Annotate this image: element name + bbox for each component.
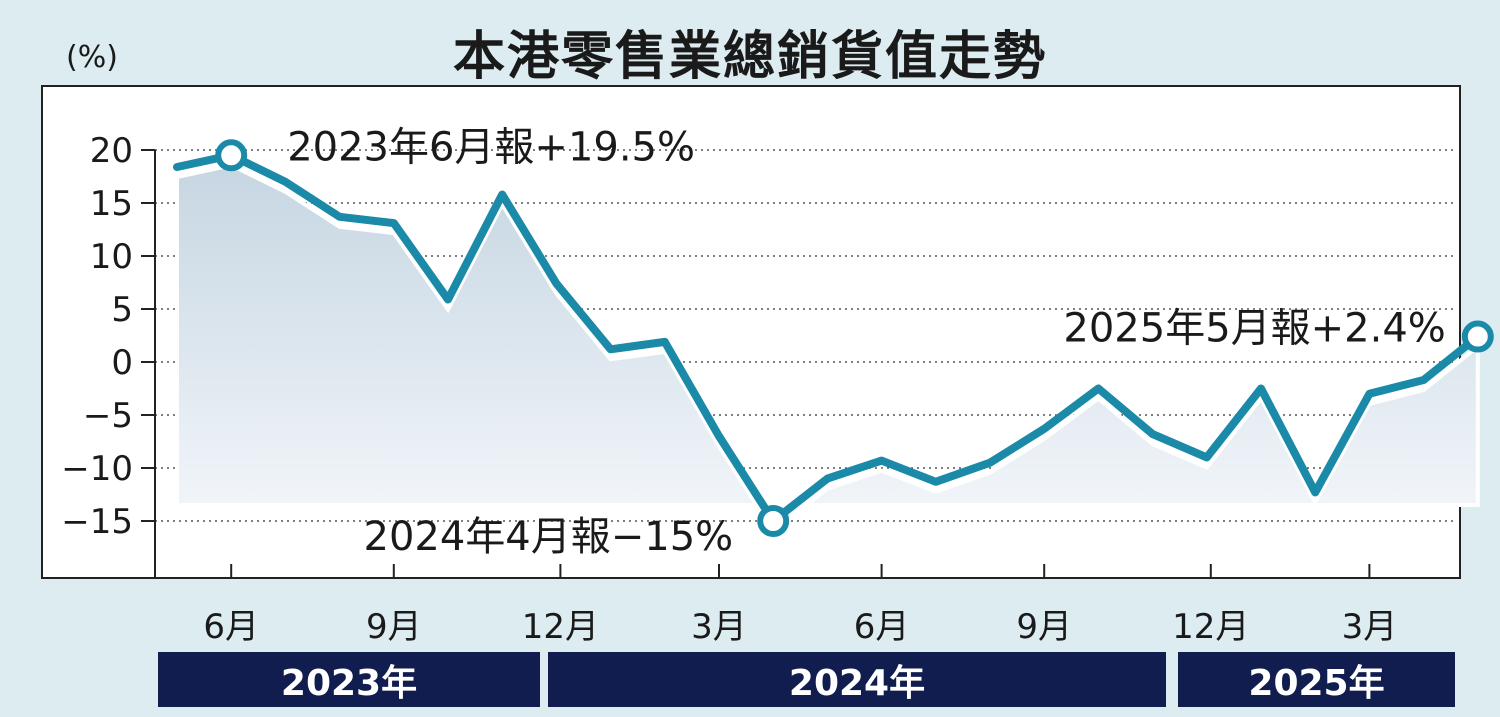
y-tick-label: 10 <box>90 237 133 277</box>
highlight-marker <box>215 139 248 172</box>
y-axis-unit: (%) <box>66 40 118 75</box>
y-tick-label: −5 <box>83 396 133 436</box>
area-fill <box>175 163 1480 534</box>
year-band: 2025年 <box>1178 652 1455 707</box>
year-band: 2024年 <box>548 652 1166 707</box>
y-tick-label: 15 <box>90 184 133 224</box>
y-tick-label: −10 <box>61 449 133 489</box>
chart-title: 本港零售業總銷貨值走勢 <box>452 27 1047 87</box>
year-band: 2023年 <box>158 652 540 707</box>
x-tick-label: 12月 <box>522 607 599 647</box>
highlight-markers <box>215 139 1494 537</box>
x-tick-label: 12月 <box>1172 607 1249 647</box>
y-tick-label: 0 <box>111 343 133 383</box>
y-tick-label: 5 <box>111 290 133 330</box>
x-tick-label: 6月 <box>854 607 910 647</box>
x-axis-ticks: 6月 9月 12月 3月 6月 9月 12月 3月 <box>203 564 1397 647</box>
x-tick-label: 3月 <box>1342 607 1398 647</box>
annotations: 2023年6月報+19.5% 2024年4月報−15% 2025年5月報+2.4% <box>287 124 1446 560</box>
highlight-marker <box>757 505 790 537</box>
annotation-label: 2025年5月報+2.4% <box>1063 306 1445 352</box>
x-tick-label: 3月 <box>691 607 747 647</box>
x-tick-label: 9月 <box>1016 607 1072 647</box>
x-tick-label: 6月 <box>203 607 259 647</box>
annotation-label: 2024年4月報−15% <box>364 514 734 560</box>
y-tick-label: 20 <box>90 131 133 171</box>
y-tick-label: −15 <box>61 502 133 542</box>
annotation-label: 2023年6月報+19.5% <box>287 124 695 170</box>
x-tick-label: 9月 <box>366 607 422 647</box>
y-axis-ticks: 20 15 10 5 0 −5 −10 −15 <box>61 131 155 542</box>
highlight-marker <box>1461 320 1494 353</box>
series-line <box>173 151 1482 525</box>
